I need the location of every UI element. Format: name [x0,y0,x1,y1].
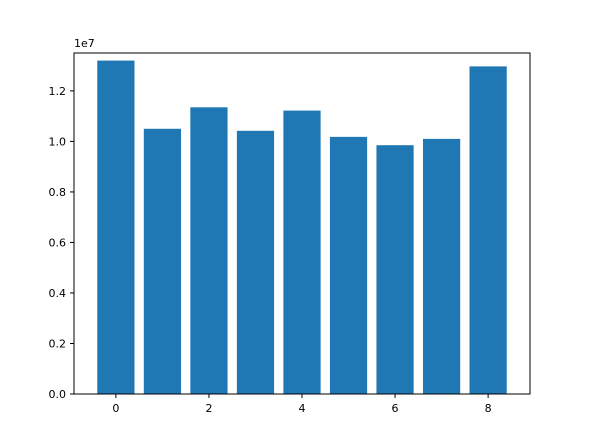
plot-frame [73,52,531,395]
bar-1 [143,128,182,394]
x-tick-label-1: 2 [205,402,212,415]
bars-group [97,60,507,395]
y-tick-label-6: 1.2 [49,85,67,98]
y-offset-label: 1e7 [74,37,95,50]
bar-6 [376,145,414,394]
bar-4 [283,110,321,394]
y-axis: 0.0 0.2 0.4 0.6 0.8 1.0 1.2 [49,85,74,401]
y-tick-label-5: 1.0 [49,135,67,148]
bar-0 [97,60,135,394]
x-tick-label-3: 6 [392,402,399,415]
bar-8 [469,66,507,394]
bar-7 [422,138,461,394]
y-tick-label-0: 0.0 [49,388,67,401]
x-axis: 0 2 4 6 8 [112,394,492,415]
bar-3 [236,130,275,395]
y-tick-label-2: 0.4 [49,287,67,300]
y-tick-label-3: 0.6 [49,236,67,249]
y-tick-label-1: 0.2 [49,337,67,350]
x-tick-label-2: 4 [299,402,306,415]
x-tick-label-0: 0 [112,402,119,415]
bar-5 [329,136,368,395]
x-tick-label-4: 8 [485,402,492,415]
y-tick-label-4: 0.8 [49,186,67,199]
bar-2 [190,107,228,394]
